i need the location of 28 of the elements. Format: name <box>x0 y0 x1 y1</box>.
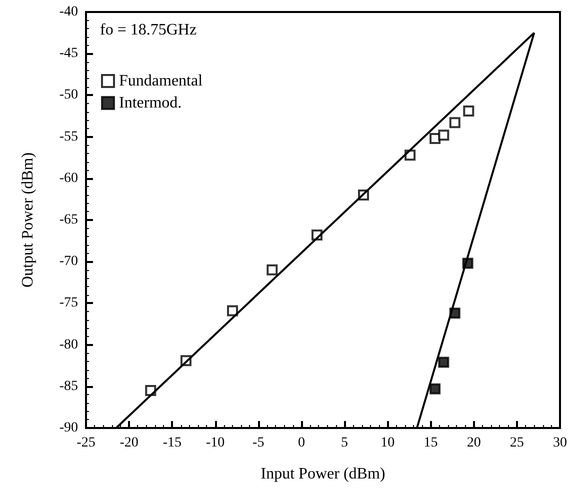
x-tick-label: -10 <box>206 436 225 450</box>
x-tick-label: 15 <box>424 436 438 450</box>
x-tick-label: -25 <box>76 436 96 450</box>
y-tick-label: -90 <box>59 420 78 436</box>
y-tick-label: -50 <box>59 88 78 103</box>
x-tick-label: 5 <box>341 436 348 450</box>
x-tick-label: 0 <box>298 436 305 450</box>
y-tick-label: -65 <box>59 212 78 228</box>
y-tick-label: -85 <box>59 378 78 394</box>
y-tick-label: -80 <box>59 337 78 352</box>
annotation: fo = 18.75GHz <box>100 22 197 38</box>
y-tick-label: -40 <box>59 4 78 20</box>
legend-label: Intermod. <box>119 94 182 112</box>
x-tick-label: 25 <box>510 436 524 450</box>
x-tick-label: 10 <box>380 436 395 450</box>
y-tick-label: -45 <box>59 46 78 62</box>
y-tick-label: -70 <box>59 254 78 270</box>
y-tick-label: -55 <box>59 129 78 144</box>
x-axis-title: Input Power (dBm) <box>260 466 386 482</box>
x-tick-label: 20 <box>466 436 481 450</box>
legend-label: Fundamental <box>119 72 204 90</box>
y-axis-title: Output Power (dBm) <box>20 152 36 288</box>
x-tick-label: -15 <box>162 436 182 450</box>
y-tick-label: -75 <box>59 296 78 311</box>
x-tick-label: -5 <box>252 436 264 450</box>
x-tick-label: 30 <box>553 436 567 450</box>
y-tick-label: -60 <box>59 170 78 186</box>
x-tick-label: -20 <box>120 436 138 450</box>
